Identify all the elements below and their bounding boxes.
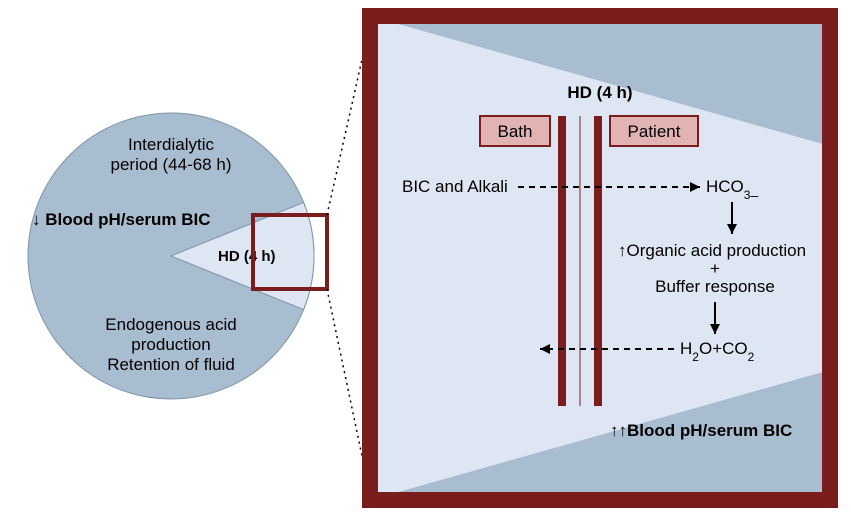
blood-ph-right: ↑↑Blood pH/serum BIC bbox=[610, 421, 792, 440]
hd-wedge-label: HD (4 h) bbox=[218, 248, 276, 265]
bath-box-label: Bath bbox=[498, 122, 533, 141]
buffer-response-label: Buffer response bbox=[655, 277, 775, 296]
patient-box-label: Patient bbox=[628, 122, 681, 141]
membrane-right bbox=[594, 116, 602, 406]
membrane-left bbox=[558, 116, 566, 406]
plus-label: + bbox=[710, 259, 720, 278]
panel-hd-title: HD (4 h) bbox=[567, 83, 632, 102]
endogenous-l1: Endogenous acid bbox=[105, 315, 236, 334]
endogenous-l3: Retention of fluid bbox=[107, 355, 235, 374]
organic-acid-label: ↑Organic acid production bbox=[618, 241, 806, 260]
blood-ph-left: ↓ Blood pH/serum BIC bbox=[32, 210, 211, 229]
bic-alkali-label: BIC and Alkali bbox=[402, 177, 508, 196]
endogenous-l2: production bbox=[131, 335, 210, 354]
interdialytic-title-l2: period (44-68 h) bbox=[111, 155, 232, 174]
interdialytic-title-l1: Interdialytic bbox=[128, 135, 214, 154]
